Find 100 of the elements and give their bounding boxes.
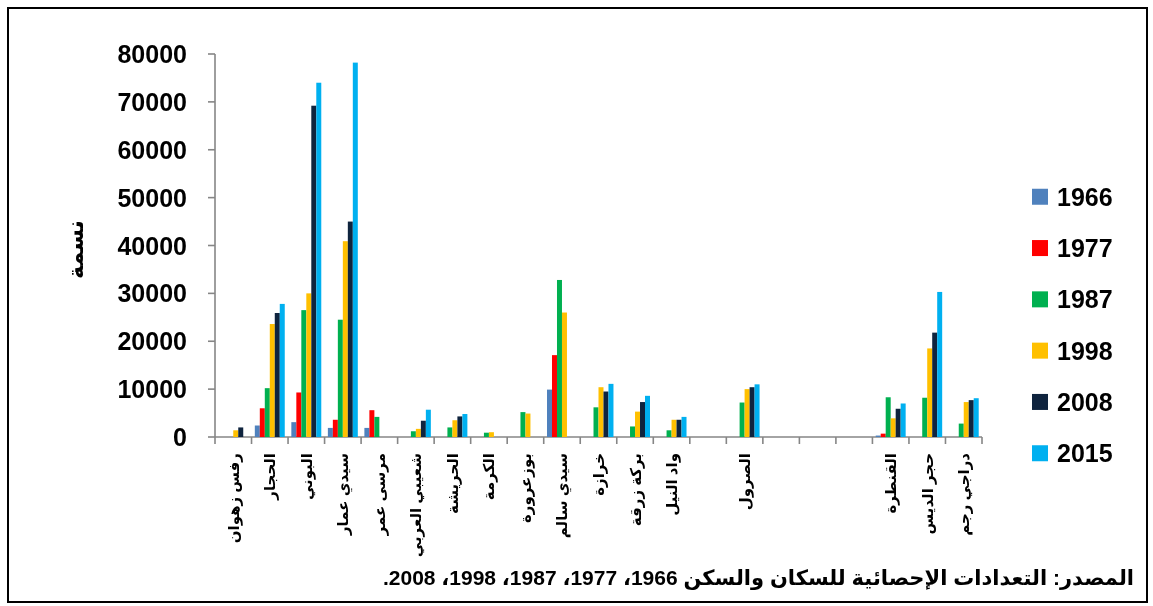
bar <box>963 402 969 437</box>
bar <box>420 420 426 437</box>
bar <box>520 412 526 437</box>
y-tick-label: 30000 <box>117 279 187 308</box>
legend-label: 1987 <box>1057 285 1113 314</box>
x-tick-label: سيدي عمار <box>334 453 354 537</box>
legend-label: 2015 <box>1057 439 1113 468</box>
y-tick-label: 40000 <box>117 231 187 260</box>
bar <box>958 423 964 437</box>
bar <box>279 303 285 437</box>
bar <box>547 389 552 437</box>
bar <box>337 319 343 437</box>
bar <box>410 431 416 437</box>
x-tick-label: دراجي رجم <box>955 452 974 536</box>
bar <box>890 418 896 437</box>
x-tick-label: خرازة <box>590 453 608 496</box>
bar <box>301 310 307 437</box>
bar <box>425 409 431 437</box>
text: المصدر: التعدادات الإحصائية للسكان والسكن 1966، 1977، 1987، 1998، 2008. <box>381 566 1134 590</box>
bar <box>744 389 750 437</box>
bar <box>973 398 979 437</box>
bar <box>291 422 297 437</box>
y-tick-label: 50000 <box>117 183 187 212</box>
bar <box>603 391 609 437</box>
y-axis-title: نسمة <box>62 220 88 279</box>
bar <box>306 293 312 437</box>
x-tick-label: سيدي سالم <box>553 453 573 539</box>
bar <box>556 279 562 437</box>
x-tick-label: الصرول <box>736 453 755 511</box>
bar <box>238 427 244 437</box>
bar <box>666 430 672 437</box>
bar <box>254 425 260 437</box>
legend-label: 1998 <box>1057 336 1113 365</box>
bar <box>895 408 901 437</box>
bar <box>552 355 557 437</box>
bar <box>264 388 270 437</box>
bar <box>885 397 891 437</box>
bar <box>630 426 636 437</box>
bar <box>374 416 380 437</box>
bar <box>645 395 650 437</box>
x-tick-label: بركة زرقة <box>626 453 645 527</box>
bar <box>488 432 494 437</box>
bar <box>316 82 322 437</box>
legend-label: 2008 <box>1057 387 1113 416</box>
bar <box>296 392 302 437</box>
x-tick-label: حجر الديس <box>918 453 937 535</box>
y-tick-label: 10000 <box>117 375 187 404</box>
bar <box>233 430 239 437</box>
bar <box>352 62 358 437</box>
bar <box>635 411 641 437</box>
legend-label: 1966 <box>1057 182 1113 211</box>
x-tick-label: الكرمة <box>480 453 499 501</box>
x-tick-label: مرسى عمر <box>370 453 389 537</box>
y-tick-label: 80000 <box>117 40 187 68</box>
y-tick-label: 70000 <box>117 87 187 116</box>
bar <box>900 403 906 437</box>
x-tick-label: الحريشة <box>443 453 462 514</box>
bar <box>676 419 682 437</box>
bar <box>259 408 265 437</box>
bar <box>342 241 348 437</box>
bar <box>447 427 453 437</box>
bar <box>483 432 489 437</box>
x-tick-label: واد النيل <box>663 453 682 516</box>
bar <box>561 312 567 437</box>
bar <box>937 291 943 437</box>
bar <box>640 402 645 437</box>
bar <box>452 420 458 437</box>
x-tick-label: بوزعرورة <box>516 453 535 524</box>
y-tick-label: 20000 <box>117 327 187 356</box>
bar <box>369 410 375 437</box>
bar <box>739 402 745 437</box>
bar <box>415 428 421 437</box>
x-tick-label: البوني <box>297 453 316 501</box>
y-tick-label: 60000 <box>117 135 187 164</box>
bar <box>927 348 933 437</box>
x-tick-label: رفس زهوان <box>224 453 243 544</box>
bar <box>364 427 370 437</box>
bar <box>593 407 599 437</box>
bar <box>754 384 760 437</box>
bar <box>347 221 353 437</box>
bar <box>932 332 938 437</box>
bar <box>922 397 928 437</box>
legend-label: 1977 <box>1057 234 1113 263</box>
bar <box>327 427 333 437</box>
bar <box>681 416 687 437</box>
bar <box>274 313 280 437</box>
bar <box>462 414 468 437</box>
bar <box>457 416 463 437</box>
bar <box>671 419 677 437</box>
bar <box>269 324 275 437</box>
y-tick-label: 0 <box>173 423 187 451</box>
bar <box>332 419 338 437</box>
bar <box>311 105 317 437</box>
bar <box>749 387 755 437</box>
bar <box>525 413 531 437</box>
x-tick-label: شعيبي العربي <box>407 453 426 558</box>
x-tick-label: القنطرة <box>882 453 901 514</box>
bar <box>608 383 614 437</box>
x-tick-label: الحجار <box>261 453 280 501</box>
bar <box>968 400 974 437</box>
